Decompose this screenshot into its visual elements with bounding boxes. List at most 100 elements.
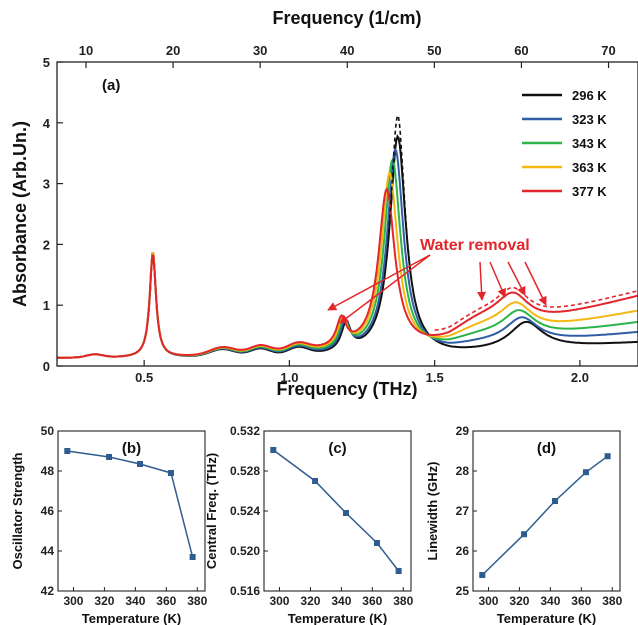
inset-data-point [582,469,589,476]
inset-x-tick-label: 340 [540,594,560,608]
inset-data-point [137,461,144,467]
inset-data-point [395,568,402,574]
y-tick-label: 5 [43,55,50,70]
inset-x-tick-label: 340 [125,594,145,608]
inset-data-point [167,470,174,476]
inset-y-tick-label: 0.520 [230,544,260,558]
top-tick-label: 10 [79,43,93,58]
y-tick-label: 2 [43,237,50,252]
annotation-arrow [339,254,431,324]
inset-data-point [552,498,559,504]
inset-plot-b: 300 320 340 360 380 42 44 46 48 50 (b) Temperature … [10,424,208,625]
inset-y-tick-label: 28 [456,464,470,478]
inset-data-point [521,531,528,538]
annotation-arrow [489,261,506,298]
top-tick-label: 60 [514,43,528,58]
inset-panel-label: (b) [122,440,141,457]
inset-y-tick-label: 42 [41,584,55,598]
inset-x-tick-label: 360 [362,594,382,608]
y-tick-label: 4 [43,116,51,131]
inset-x-axis-label: Temperature (K) [288,611,387,625]
inset-plot-c: 300 320 340 360 380 0.516 0.520 0.524 0.528 0.532… [204,424,414,625]
inset-x-tick-label: 320 [509,594,529,608]
inset-plot-d: 300 320 340 360 380 25 26 27 28 29 (d) Temperature … [425,424,623,625]
inset-panel-label: (d) [537,440,556,457]
inset-y-tick-label: 44 [41,544,55,558]
inset-x-tick-label: 360 [156,594,176,608]
inset-x-tick-label: 300 [478,594,498,608]
y-tick-label: 1 [43,298,50,313]
legend-label: 363 K [572,160,607,175]
x-tick-label: 0.5 [135,370,153,385]
top-tick-label: 30 [253,43,267,58]
inset-data-point [343,510,350,516]
series-line-363k [57,171,638,359]
top-tick-label: 20 [166,43,180,58]
legend-label: 377 K [572,184,607,199]
inset-data-point [106,454,113,460]
inset-x-tick-label: 380 [602,594,622,608]
water-removal-annotation: Water removal [327,237,547,324]
annotation-arrow [507,261,526,296]
inset-y-tick-label: 0.528 [230,464,260,478]
inset-x-tick-label: 360 [571,594,591,608]
water-removal-label: Water removal [420,237,530,254]
y-tick-label: 0 [43,359,50,374]
series-line-377k [57,187,638,359]
inset-y-axis-label: Linewidth (GHz) [425,462,440,561]
legend: 296 K 323 K 343 K 363 K 377 K [522,88,607,199]
top-tick-label: 40 [340,43,354,58]
inset-data-point [479,572,486,578]
inset-y-tick-label: 27 [456,504,470,518]
inset-data-point [373,540,380,546]
main-series-group [57,113,638,359]
annotation-arrow [477,261,487,301]
annotation-arrow [524,261,547,306]
main-spectrum-plot: 0.5 1.0 1.5 2.0 0 1 2 3 4 5 10 20 30 40 50 60 70 (a) Fre… [10,8,638,399]
inset-y-tick-label: 0.516 [230,584,260,598]
inset-data-point [270,447,277,453]
inset-y-tick-label: 29 [456,424,470,438]
inset-data-point [189,554,196,560]
top-tick-label: 70 [601,43,615,58]
inset-x-tick-label: 300 [63,594,83,608]
legend-label: 323 K [572,112,607,127]
inset-y-tick-label: 46 [41,504,55,518]
inset-x-tick-label: 380 [393,594,413,608]
inset-data-point [312,478,319,484]
inset-panel-label: (c) [328,440,346,457]
inset-x-axis-label: Temperature (K) [82,611,181,625]
inset-x-tick-label: 320 [94,594,114,608]
inset-x-tick-label: 380 [187,594,207,608]
y-tick-label: 3 [43,177,50,192]
inset-y-tick-label: 0.532 [230,424,260,438]
inset-y-tick-label: 0.524 [230,504,260,518]
dashed-fit-377k [434,286,637,331]
main-y-axis-label: Absorbance (Arb.Un.) [10,121,30,307]
legend-label: 296 K [572,88,607,103]
x-tick-label: 1.0 [280,370,298,385]
top-tick-label: 50 [427,43,441,58]
x-tick-label: 1.5 [426,370,444,385]
inset-y-tick-label: 25 [456,584,470,598]
main-top-axis-label: Frequency (1/cm) [272,8,421,28]
inset-data-point [64,448,71,454]
inset-series-line [272,449,400,572]
inset-x-tick-label: 320 [300,594,320,608]
legend-label: 343 K [572,136,607,151]
inset-series-line [67,450,194,558]
inset-y-axis-label: Oscillator Strength [10,452,25,569]
inset-y-axis-label: Central Freq. (THz) [204,453,219,569]
inset-y-tick-label: 48 [41,464,55,478]
main-axis-ticks: 0.5 1.0 1.5 2.0 0 1 2 3 4 5 10 20 30 40 50 60 70 [43,43,616,385]
inset-x-tick-label: 300 [269,594,289,608]
inset-plots: 300 320 340 360 380 42 44 46 48 50 (b) Temperature … [10,424,623,625]
panel-label-a: (a) [102,77,120,94]
main-x-axis-label: Frequency (THz) [276,379,417,399]
inset-y-tick-label: 50 [41,424,55,438]
dashed-fit-296k [387,113,412,275]
inset-x-tick-label: 340 [331,594,351,608]
inset-y-tick-label: 26 [456,544,470,558]
inset-data-point [604,453,611,460]
